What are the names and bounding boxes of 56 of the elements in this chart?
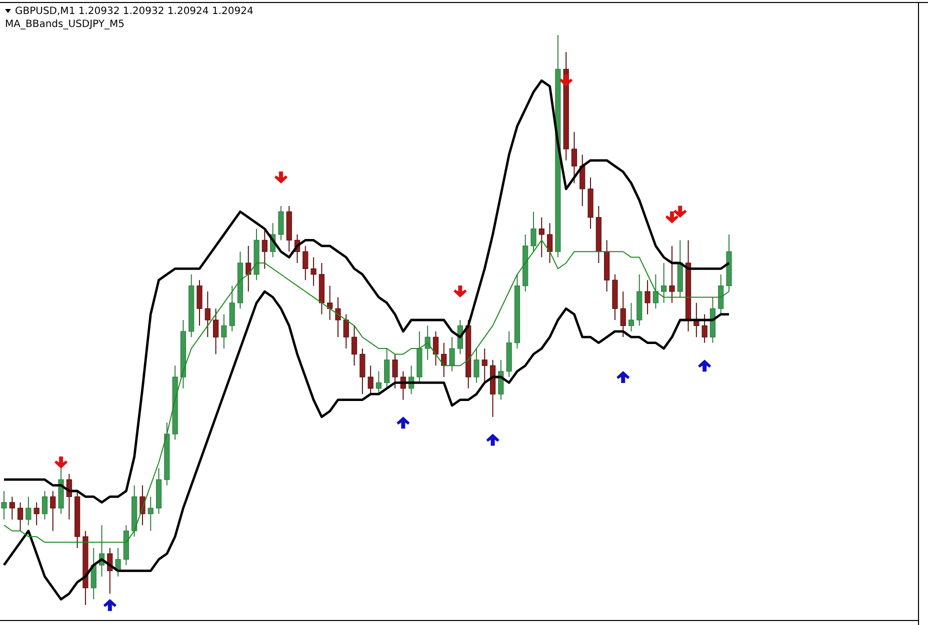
point <box>674 206 687 218</box>
candlestick <box>26 496 32 526</box>
chart-subtitle: MA_BBands_USDJPY_M5 <box>5 19 124 30</box>
point <box>486 434 500 446</box>
candlestick <box>538 216 544 258</box>
candlestick <box>449 336 455 372</box>
candlestick <box>196 280 202 326</box>
candlestick <box>474 348 480 384</box>
candlestick <box>376 370 382 395</box>
candlestick <box>661 262 667 304</box>
point <box>560 74 573 87</box>
point <box>396 416 410 429</box>
candlestick <box>17 502 24 532</box>
candlestick <box>343 314 349 349</box>
chart-title: GBPUSD,M1 1.20932 1.20932 1.20924 1.20924 <box>15 6 254 17</box>
candlestick <box>669 245 675 304</box>
candlestick <box>1 490 7 520</box>
candlestick <box>9 496 15 520</box>
candlestick <box>50 490 56 532</box>
candlestick <box>229 285 235 332</box>
point <box>665 211 678 224</box>
point <box>454 286 467 298</box>
candlestick <box>335 296 341 338</box>
candlestick <box>620 291 626 338</box>
candlestick <box>718 274 724 315</box>
point <box>103 599 116 611</box>
candlestick <box>34 502 40 526</box>
point <box>616 371 630 383</box>
candlestick <box>482 348 488 384</box>
candlestick <box>351 325 358 366</box>
candlestick <box>652 274 658 310</box>
candlestick <box>546 222 553 264</box>
candlestick <box>530 211 536 252</box>
candlestick <box>310 256 316 286</box>
candlestick <box>148 496 154 532</box>
candlestick <box>368 365 374 395</box>
candlestick <box>360 348 366 395</box>
point <box>698 360 712 372</box>
candlestick <box>702 314 708 344</box>
candlestick <box>628 302 634 332</box>
point <box>54 456 68 468</box>
candlestick <box>204 291 210 338</box>
candlestick <box>221 314 227 349</box>
candlestick <box>302 245 308 281</box>
candlestick <box>246 245 252 292</box>
candlestick <box>213 308 219 355</box>
candlestick <box>327 285 333 320</box>
candlestick <box>384 348 390 389</box>
candlestick <box>278 206 284 241</box>
candlestick <box>571 131 578 184</box>
candlestick <box>42 490 48 520</box>
candlestick <box>262 228 268 270</box>
candlestick <box>644 280 650 315</box>
point <box>274 172 288 184</box>
candlestick <box>392 354 398 389</box>
candlestick <box>432 330 439 366</box>
